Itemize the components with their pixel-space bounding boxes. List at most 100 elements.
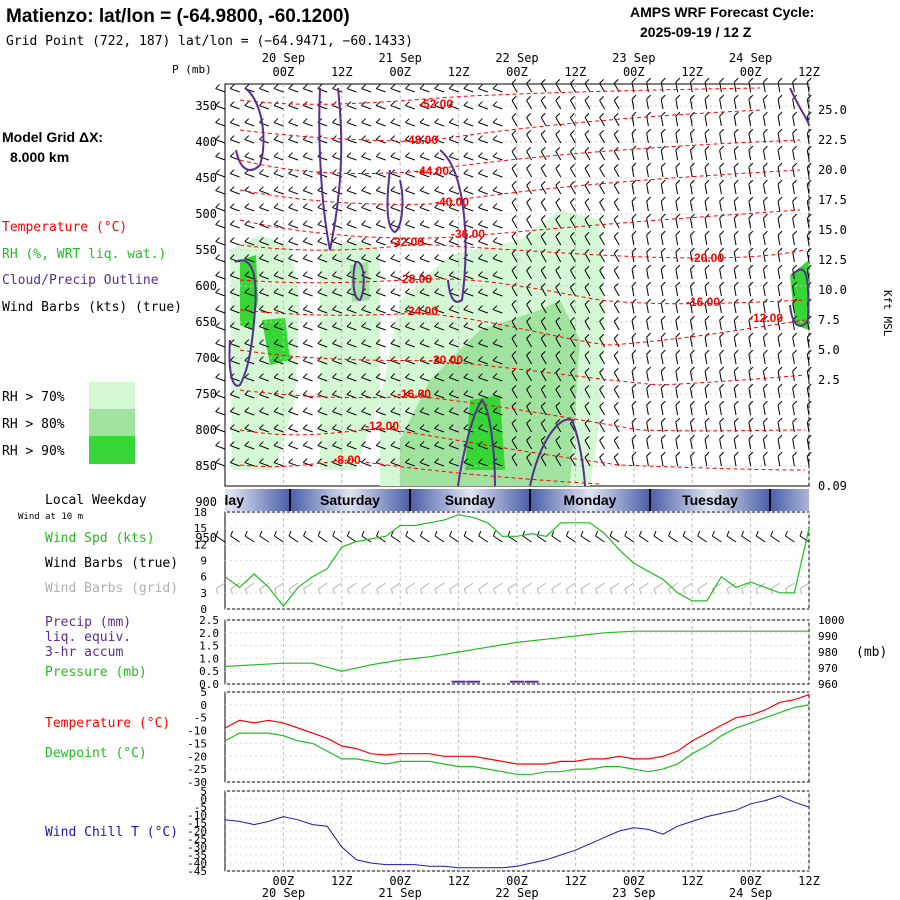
wind-barb (288, 258, 299, 263)
wind-barb (704, 133, 708, 144)
wind-barb (733, 133, 737, 144)
wind-barb-flag (361, 339, 366, 344)
wind-barb-flag (215, 339, 220, 344)
wind-barb (317, 309, 328, 314)
wind-barb-flag (288, 84, 293, 89)
value-tick: 0.0 (199, 678, 219, 691)
wind-barb (273, 360, 284, 365)
wind-barb (631, 422, 635, 433)
wind-barb-flag (660, 434, 666, 440)
wind-barb (478, 258, 488, 263)
wind-barb-flag (273, 407, 279, 412)
wind-barb (273, 241, 284, 246)
top-hour-label: 12Z (798, 65, 820, 79)
wind-barb-flag (719, 145, 725, 151)
wind-barb (288, 343, 299, 348)
wind-barb (273, 156, 284, 161)
wind-barb-flag (792, 298, 798, 304)
wind-barb (463, 343, 474, 348)
wind-barb (660, 337, 664, 348)
wind-barb (463, 292, 474, 297)
wind-barb-flag (390, 220, 396, 225)
wind-barb (511, 372, 518, 382)
wind-barb (631, 303, 635, 314)
wind-barb (555, 321, 562, 331)
wind-barb (613, 236, 620, 246)
wind-barb-flag (346, 390, 352, 395)
wind-barb-flag (419, 84, 425, 89)
wind-barb (689, 82, 693, 93)
top-date-label: 23 Sep (612, 51, 655, 65)
wind-barb-flag (405, 458, 410, 463)
wind-barb-true-flag (653, 530, 657, 537)
wind-barb-flag (777, 145, 783, 151)
wind-barb-flag (244, 305, 250, 310)
wind-barb-flag (748, 366, 754, 372)
wind-barb-flag (584, 248, 590, 254)
wind-barb-flag (375, 118, 381, 123)
wind-barb (540, 100, 547, 110)
wind-barb (390, 241, 401, 246)
wind-barb-flag (675, 417, 681, 423)
chill-tick-labels: 50-5-10-15-20-25-30-35-40-45 (187, 785, 207, 878)
wind-barb-flag (317, 84, 323, 89)
wind-barb (660, 320, 664, 331)
wind-barb (526, 185, 533, 195)
wind-barb (390, 88, 401, 93)
wind-barb-flag (733, 315, 739, 321)
chill-series (224, 795, 810, 869)
wind-barb (405, 377, 415, 382)
wind-barb (733, 99, 737, 110)
wind-barb-flag (631, 230, 637, 236)
wind-barb-flag (631, 128, 637, 134)
top-hour-label: 00Z (740, 65, 762, 79)
wind-barb-flag (704, 400, 710, 406)
wind-barb-flag (690, 417, 695, 423)
height-tick: 22.5 (818, 133, 847, 147)
rh-90-swatch (89, 436, 135, 464)
wind-barb-flag (719, 196, 725, 202)
wind-barb-flag (419, 186, 425, 191)
wind-barb (526, 372, 533, 382)
wind-barb (449, 462, 459, 467)
wind-barb-flag (346, 441, 352, 446)
top-date-label: 21 Sep (379, 51, 422, 65)
value-tick: -30 (187, 841, 207, 854)
wind-barb-flag (478, 203, 483, 208)
wind-barb-flag (806, 417, 812, 423)
wind-barb (675, 456, 679, 467)
wind-barb (584, 236, 591, 246)
wind-barb-flag (244, 118, 250, 123)
wind-barb-true-flag (726, 530, 730, 537)
wind-barb (259, 360, 269, 365)
wind-barb-grid (259, 582, 270, 590)
wind-barb-flag (777, 111, 783, 117)
wind-barb (660, 269, 664, 280)
wind-barb-flag (599, 350, 604, 356)
wind-barb (599, 168, 606, 178)
bottom-hour-label: 12Z (798, 874, 820, 888)
precip-bar (524, 680, 539, 683)
wind-barb-true-flag (507, 530, 511, 537)
wind-barb (449, 275, 459, 280)
top-hour-label: 00Z (623, 65, 645, 79)
wind-barb (613, 304, 620, 314)
wind-barb-flag (660, 128, 666, 134)
wind-barb (511, 117, 518, 127)
wind-barb-flag (317, 237, 323, 242)
wind-barb-flag (526, 78, 531, 84)
wind-barb (303, 377, 313, 382)
wind-barb (244, 258, 255, 263)
height-tick: 20.0 (818, 163, 847, 177)
wind-barb-flag (390, 390, 396, 395)
wind-barb-flag (599, 163, 604, 169)
wind-barb (599, 423, 606, 433)
wind-barb-flag (463, 458, 469, 463)
wind-barb-flag (478, 322, 483, 327)
wind-barb-flag (733, 179, 739, 185)
wind-barb (748, 252, 752, 263)
dewpoint-label: Dewpoint (°C) (45, 746, 147, 761)
wind-barb-flag (584, 316, 590, 322)
wind-barb (332, 428, 342, 433)
wind-barb (733, 82, 737, 93)
